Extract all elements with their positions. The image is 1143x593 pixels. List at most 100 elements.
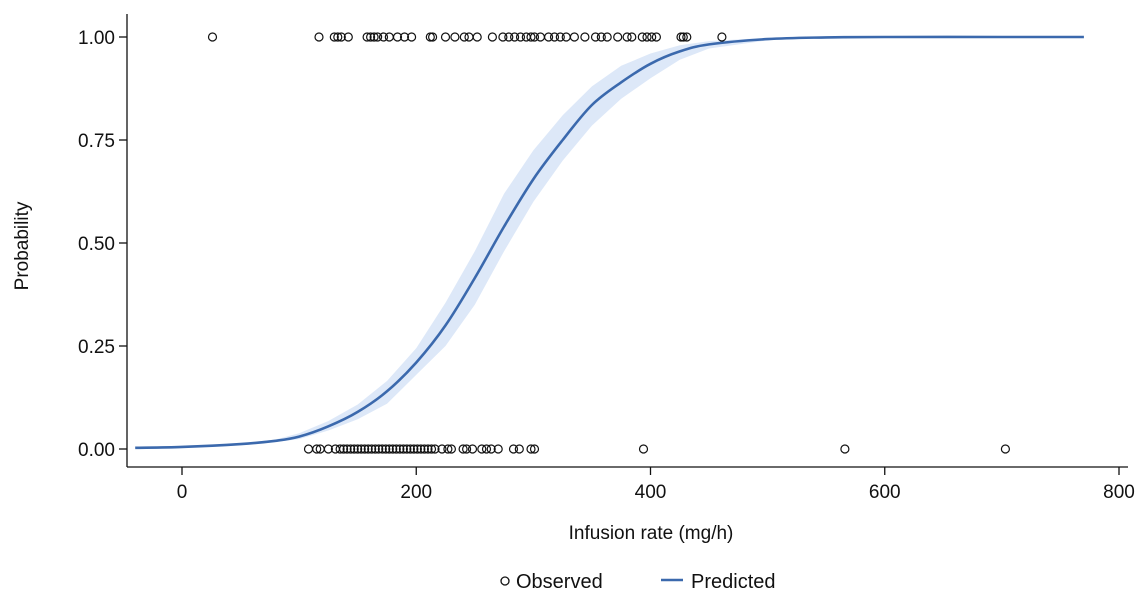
observed-point xyxy=(462,444,472,454)
observed-point xyxy=(312,444,322,454)
observed-point xyxy=(336,32,346,42)
observed-point xyxy=(515,32,526,42)
x-axis-label: Infusion rate (mg/h) xyxy=(569,523,734,544)
x-tick-label: 0 xyxy=(177,482,188,503)
observed-point xyxy=(678,32,688,42)
observed-point xyxy=(356,444,366,454)
observed-point xyxy=(569,32,580,42)
observed-point xyxy=(481,444,492,454)
observed-point xyxy=(467,444,478,454)
observed-point xyxy=(373,32,383,42)
predicted-line-layer xyxy=(135,35,1084,450)
observed-point xyxy=(419,444,429,454)
observed-point xyxy=(464,32,474,42)
observed-point xyxy=(363,444,373,454)
observed-point xyxy=(622,32,632,42)
observed-point xyxy=(407,32,417,42)
observed-point xyxy=(329,32,339,42)
observed-point xyxy=(323,444,333,454)
axes: 0.00 0.25 0.50 0.75 1.00 0 200 400 600 800 xyxy=(78,14,1135,503)
observed-point xyxy=(426,444,437,454)
observed-point xyxy=(374,444,384,454)
observed-point xyxy=(682,32,692,42)
observed-point xyxy=(353,444,363,454)
observed-point xyxy=(402,444,412,454)
observed-point xyxy=(487,32,497,42)
observed-point xyxy=(627,32,637,42)
observed-point xyxy=(509,32,520,42)
legend-observed-label: Observed xyxy=(516,571,603,593)
observed-point xyxy=(590,32,601,42)
y-tick-label: 0.25 xyxy=(78,337,115,358)
observed-point xyxy=(384,444,394,454)
observed-point xyxy=(303,444,314,454)
observed-point xyxy=(381,444,391,454)
observed-point xyxy=(580,32,590,42)
observed-point xyxy=(409,444,419,454)
observed-point xyxy=(362,32,372,42)
observed-point xyxy=(437,444,447,454)
observed-point xyxy=(642,32,652,42)
observed-point xyxy=(498,32,508,42)
observed-point xyxy=(504,32,514,42)
observed-point xyxy=(405,444,415,454)
observed-point xyxy=(428,32,438,42)
observed-point xyxy=(637,32,647,42)
observed-point xyxy=(378,32,389,42)
observed-point xyxy=(543,32,554,42)
observed-point xyxy=(450,32,460,42)
observed-point xyxy=(349,444,359,454)
observed-point xyxy=(647,32,657,42)
x-tick-label: 200 xyxy=(400,482,432,503)
y-tick-label: 0.75 xyxy=(78,131,115,152)
observed-point xyxy=(486,444,496,454)
legend-predicted-label: Predicted xyxy=(691,571,776,593)
observed-point xyxy=(443,444,453,454)
observed-point xyxy=(493,444,503,454)
observed-point xyxy=(1000,444,1011,454)
observed-points-layer xyxy=(207,32,1011,454)
observed-point xyxy=(526,32,536,42)
observed-point xyxy=(555,32,565,42)
observed-point xyxy=(370,444,380,454)
observed-point xyxy=(459,32,469,42)
confidence-band xyxy=(135,37,1084,448)
observed-point xyxy=(514,444,524,454)
y-tick-label: 1.00 xyxy=(78,28,115,49)
observed-point xyxy=(398,444,408,454)
observed-point xyxy=(602,32,612,42)
observed-point xyxy=(367,444,377,454)
observed-point xyxy=(458,444,468,454)
observed-point xyxy=(343,32,353,42)
observed-point xyxy=(416,444,426,454)
observed-point xyxy=(366,32,376,42)
observed-point xyxy=(423,444,433,454)
legend-observed-marker xyxy=(500,576,510,586)
observed-point xyxy=(392,32,403,42)
observed-point xyxy=(314,32,324,42)
predicted-line xyxy=(135,35,1084,450)
observed-point xyxy=(388,444,398,454)
y-axis-label: Probability xyxy=(12,201,33,290)
observed-point xyxy=(535,32,546,42)
observed-point xyxy=(346,444,356,454)
observed-point xyxy=(342,444,352,454)
legend: Observed Predicted xyxy=(500,571,776,593)
observed-point xyxy=(425,32,435,42)
observed-point xyxy=(529,444,540,454)
observed-point xyxy=(391,444,401,454)
observed-point xyxy=(477,444,487,454)
observed-point xyxy=(613,32,623,42)
observed-point xyxy=(651,32,662,42)
observed-point xyxy=(840,444,850,454)
x-tick-label: 400 xyxy=(635,482,667,503)
observed-point xyxy=(446,444,456,454)
y-tick-label: 0.00 xyxy=(78,440,115,461)
observed-point xyxy=(333,32,343,42)
observed-point xyxy=(561,32,571,42)
observed-point xyxy=(395,444,405,454)
observed-point xyxy=(207,32,218,42)
observed-point xyxy=(430,444,440,454)
observed-point xyxy=(717,32,727,42)
